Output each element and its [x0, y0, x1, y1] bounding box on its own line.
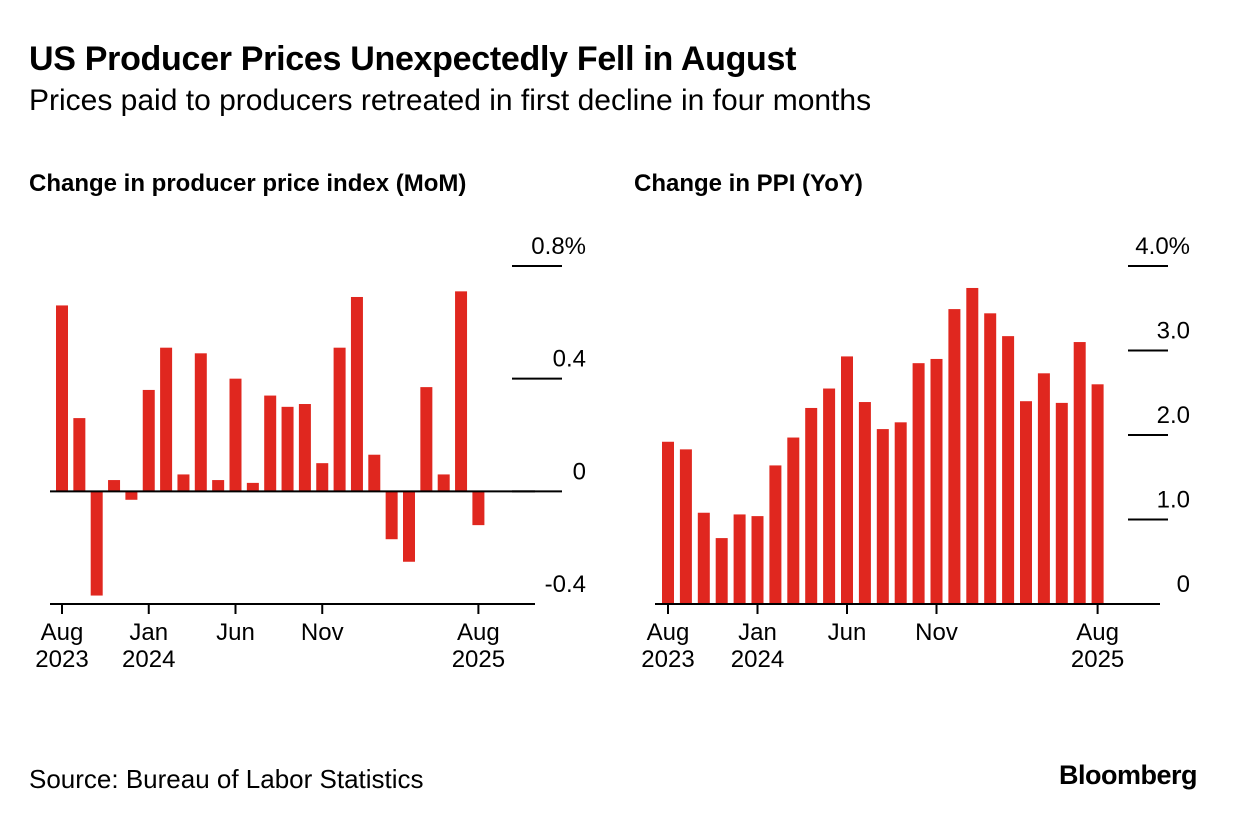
bar: [823, 388, 836, 604]
bar: [160, 347, 173, 492]
bar: [930, 358, 943, 604]
y-tick-label: 0: [1177, 571, 1190, 598]
y-tick-label: 1.0: [1157, 487, 1190, 514]
bar: [715, 538, 728, 604]
bar: [733, 514, 746, 604]
bar: [125, 491, 138, 500]
bar: [769, 465, 782, 604]
x-tick-sublabel: 2023: [35, 646, 88, 673]
bar: [177, 474, 190, 492]
bar: [966, 287, 979, 604]
bar: [420, 387, 433, 492]
bar: [298, 404, 311, 492]
x-tick-label: Aug: [1076, 619, 1119, 646]
bar: [455, 291, 468, 492]
bar: [229, 378, 242, 492]
y-tick-label: 4.0%: [1135, 233, 1190, 260]
x-tick-sublabel: 2024: [731, 646, 784, 673]
y-tick-label: 0.4: [553, 346, 586, 373]
bar: [142, 389, 155, 492]
bar: [108, 480, 121, 492]
bar: [679, 449, 692, 604]
bar: [1002, 336, 1015, 604]
x-tick-label: Nov: [301, 619, 344, 646]
bar: [281, 406, 294, 492]
y-tick-label: 2.0: [1157, 402, 1190, 429]
bar: [912, 363, 925, 604]
bar: [1020, 401, 1032, 604]
y-tick-label: 3.0: [1157, 318, 1190, 345]
bar: [194, 353, 207, 492]
bar: [1073, 342, 1086, 604]
bar: [264, 395, 277, 492]
bar: [894, 422, 907, 604]
bar: [948, 309, 961, 604]
bar: [212, 480, 225, 492]
y-tick-label: 0: [573, 458, 586, 485]
bar: [333, 347, 346, 492]
bar: [858, 402, 871, 604]
y-tick-label: -0.4: [545, 571, 586, 598]
bloomberg-logo: Bloomberg: [1059, 760, 1198, 790]
bar: [56, 305, 68, 492]
bar: [1091, 384, 1104, 604]
x-tick-label: Jan: [129, 619, 168, 646]
bar: [1037, 373, 1050, 604]
x-tick-sublabel: 2024: [122, 646, 175, 673]
mom-chart-title: Change in producer price index (MoM): [29, 170, 467, 197]
x-tick-sublabel: 2023: [641, 646, 694, 673]
chart-subheadline: Prices paid to producers retreated in fi…: [29, 84, 872, 117]
x-tick-label: Jun: [828, 619, 867, 646]
x-tick-sublabel: 2025: [452, 646, 505, 673]
x-tick-sublabel: 2025: [1071, 646, 1124, 673]
bar: [787, 437, 800, 604]
x-tick-label: Nov: [915, 619, 958, 646]
source-note: Source: Bureau of Labor Statistics: [29, 764, 424, 794]
bar: [662, 441, 674, 604]
bar: [246, 482, 259, 492]
x-tick-label: Aug: [457, 619, 500, 646]
bar: [805, 407, 818, 604]
bar: [751, 516, 764, 604]
y-tick-label: 0.8%: [531, 233, 586, 260]
bar: [984, 313, 997, 604]
bar: [368, 454, 381, 492]
x-tick-label: Jan: [738, 619, 777, 646]
bar: [385, 491, 398, 540]
chart-headline: US Producer Prices Unexpectedly Fell in …: [29, 40, 797, 78]
bar: [697, 512, 710, 604]
bar: [841, 356, 853, 604]
x-tick-label: Jun: [216, 619, 255, 646]
x-tick-label: Aug: [41, 619, 84, 646]
bar: [437, 474, 450, 492]
bar: [350, 296, 363, 492]
bar: [1055, 402, 1068, 604]
bar: [90, 491, 103, 596]
bar: [403, 491, 415, 562]
bar: [876, 429, 889, 604]
bar: [73, 418, 86, 492]
bar: [472, 491, 485, 526]
bar: [316, 463, 329, 492]
yoy-chart-title: Change in PPI (YoY): [634, 170, 863, 197]
x-tick-label: Aug: [647, 619, 690, 646]
